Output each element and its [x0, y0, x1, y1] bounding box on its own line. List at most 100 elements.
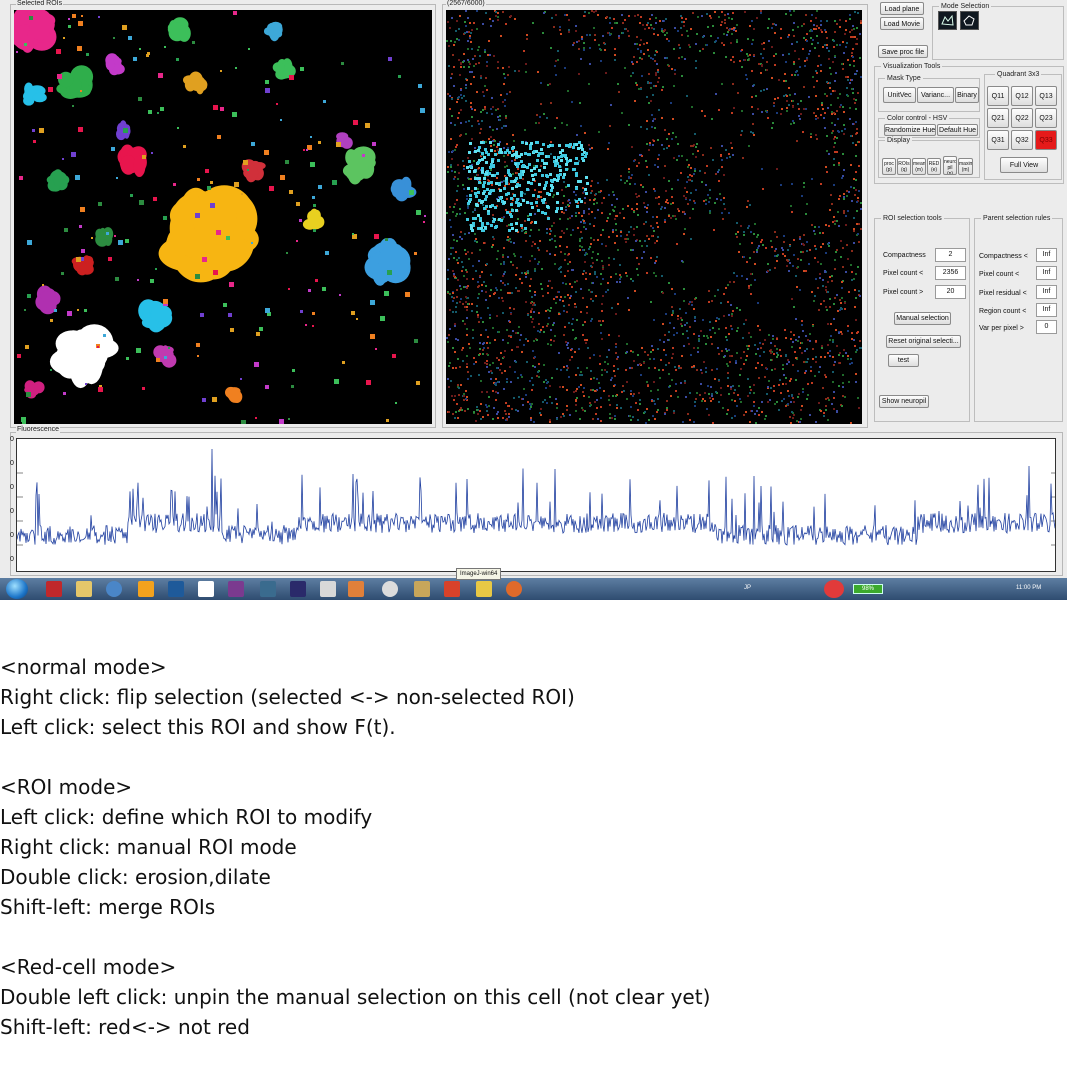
acrobat-icon[interactable] [46, 581, 62, 597]
display-red-button[interactable]: RED (e) [927, 158, 941, 175]
roi-selection-group: ROI selection tools [874, 214, 970, 422]
instructions-notes: <normal mode> Right click: flip selectio… [0, 652, 1067, 1042]
battery-indicator[interactable]: 98% [853, 584, 883, 594]
quadrant-q21-button[interactable]: Q21 [987, 108, 1009, 128]
compactness-field[interactable]: 2 [935, 248, 966, 262]
randomize-hue-button[interactable]: Randomize Hue [884, 124, 936, 136]
display-mean-button[interactable]: mean (m) [912, 158, 926, 175]
quadrant-q13-button[interactable]: Q13 [1035, 86, 1057, 106]
selected-rois-image[interactable] [14, 10, 432, 424]
illustrator-icon[interactable] [138, 581, 154, 597]
save-proc-file-button[interactable]: Save proc file [878, 45, 928, 58]
clock-time[interactable]: 11:00 PM [1016, 585, 1042, 591]
selected-rois-title: Selected ROIs [16, 0, 64, 8]
note-line: Left click: define which ROI to modify [0, 805, 373, 829]
fluorescence-trace [17, 448, 1055, 546]
binary-button[interactable]: Binary [955, 87, 979, 103]
roi-selection-title: ROI selection tools [881, 214, 944, 223]
pdf-icon[interactable] [198, 581, 214, 597]
clock-icon[interactable] [382, 581, 398, 597]
display-neuropil-button[interactable]: neuro pil (n) [943, 156, 957, 175]
folder-icon[interactable] [76, 581, 92, 597]
parent-pixel-residual-field[interactable]: Inf [1036, 285, 1057, 299]
pixel-count-min-field[interactable]: 20 [935, 285, 966, 299]
ytick-label: 0 [10, 532, 14, 539]
quadrant-q12-button[interactable]: Q12 [1011, 86, 1033, 106]
taskbar-tooltip: ImageJ-win64 [456, 568, 502, 580]
mode-selection-group: Mode Selection [932, 2, 1064, 60]
quadrant-group: Quadrant 3x3 [984, 70, 1062, 180]
note-line [0, 922, 1067, 952]
mask-type-group: Mask Type [878, 74, 980, 112]
color-control-title: Color control - HSV [885, 114, 950, 123]
onenote-icon[interactable] [228, 581, 244, 597]
start-icon[interactable] [6, 579, 28, 599]
fluorescence-panel [10, 432, 1063, 576]
app-icon[interactable] [824, 580, 844, 598]
chrome-icon[interactable] [106, 581, 122, 597]
firefox-icon[interactable] [506, 581, 522, 597]
photoshop-icon[interactable] [168, 581, 184, 597]
app-icon[interactable] [260, 581, 276, 597]
manual-selection-button[interactable]: Manual selection [894, 312, 951, 325]
imagej-icon[interactable] [476, 581, 492, 597]
quadrant-q23-button[interactable]: Q23 [1035, 108, 1057, 128]
roi-mask-canvas[interactable] [14, 10, 432, 424]
note-line: Shift-left: merge ROIs [0, 895, 216, 919]
parent-selection-title: Parent selection rules [981, 214, 1053, 223]
load-plane-button[interactable]: Load plane [880, 2, 924, 15]
display-group: Display [878, 136, 980, 178]
display-proc-button[interactable]: proc (p) [882, 158, 896, 175]
parent-var-per-pixel-field[interactable]: 0 [1036, 320, 1057, 334]
roi-counter-title: (2567/6000) [446, 0, 486, 8]
display-title: Display [885, 136, 912, 145]
note-line: Right click: flip selection (selected <-… [0, 685, 575, 709]
parent-pixel-count-label: Pixel count < [979, 271, 1020, 278]
quadrant-q32-button[interactable]: Q32 [1011, 130, 1033, 150]
parent-pixel-count-field[interactable]: Inf [1036, 266, 1057, 280]
roi-mode-icon[interactable] [938, 11, 957, 30]
quadrant-q31-button[interactable]: Q31 [987, 130, 1009, 150]
pixel-count-max-field[interactable]: 2356 [935, 266, 966, 280]
reset-original-selection-button[interactable]: Reset original selecti... [886, 335, 961, 348]
parent-compactness-field[interactable]: Inf [1036, 248, 1057, 262]
color-control-group: Color control - HSV [878, 114, 980, 138]
compactness-label: Compactness [883, 252, 926, 259]
pixel-count-min-label: Pixel count > [883, 289, 924, 296]
language-indicator[interactable]: JP [744, 585, 752, 591]
windows-taskbar: JP 11:00 PM [0, 578, 1067, 600]
show-neuropil-button[interactable]: Show neuropil [879, 395, 929, 408]
variance-button[interactable]: Varianc... [917, 87, 954, 103]
default-hue-button[interactable]: Default Hue [937, 124, 978, 136]
quadrant-title: Quadrant 3x3 [995, 70, 1042, 79]
load-movie-button[interactable]: Load Movie [880, 17, 924, 30]
note-line: Left click: select this ROI and show F(t… [0, 715, 396, 739]
unitvec-button[interactable]: UnitVec [883, 87, 916, 103]
app-icon[interactable] [444, 581, 460, 597]
note-line: Double left click: unpin the manual sele… [0, 985, 711, 1009]
display-rois-button[interactable]: ROIs (q) [897, 158, 911, 175]
selected-rois-panel [10, 4, 436, 428]
paint-icon[interactable] [320, 581, 336, 597]
cell-mode-icon[interactable] [960, 11, 979, 30]
matlab-icon[interactable] [348, 581, 364, 597]
suite2p-gui-window: Selected ROIs (2567/6000) Load plane Loa… [0, 0, 1067, 600]
ytick-label: 0 [10, 556, 14, 563]
quadrant-q33-button[interactable]: Q33 [1035, 130, 1057, 150]
non-selected-rois-image[interactable] [446, 10, 862, 424]
note-line: Double click: erosion,dilate [0, 865, 271, 889]
quadrant-q22-button[interactable]: Q22 [1011, 108, 1033, 128]
full-view-button[interactable]: Full View [1000, 157, 1048, 173]
parent-region-count-field[interactable]: Inf [1036, 303, 1057, 317]
app-icon[interactable] [414, 581, 430, 597]
pixel-map-canvas[interactable] [446, 10, 862, 424]
test-button[interactable]: test [888, 354, 919, 367]
counter-panel [442, 4, 868, 428]
parent-var-per-pixel-label: Var per pixel > [979, 325, 1024, 332]
display-maxim-button[interactable]: maxim (m) [958, 158, 973, 175]
note-line: <ROI mode> [0, 775, 133, 799]
app-icon[interactable] [290, 581, 306, 597]
fluorescence-axes[interactable] [16, 438, 1056, 572]
quadrant-q11-button[interactable]: Q11 [987, 86, 1009, 106]
mode-selection-title: Mode Selection [939, 2, 992, 11]
